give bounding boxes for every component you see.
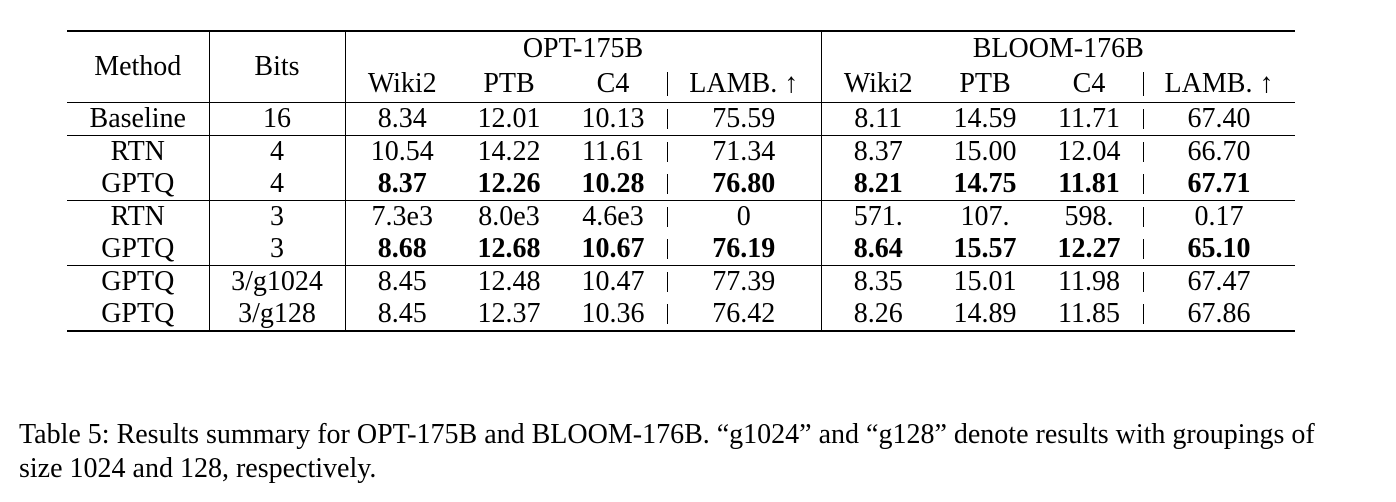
value-cell: 12.01 [459,102,559,136]
value-cell: 11.81 [1058,168,1120,199]
results-table: Method Bits OPT-175B BLOOM-176B Wiki2 PT… [67,30,1295,332]
value-cell: 8.21 [820,168,935,201]
value-cell: 4.6e3 [559,200,667,233]
value-cell: 67.86 [1143,298,1295,332]
value-cell: 15.57 [953,233,1017,264]
header-col: PTB [959,68,1011,99]
header-col: C4 [1072,68,1106,99]
value-cell: 8.35 [820,265,935,298]
value-cell: 77.39 [667,265,821,298]
value-cell: 7.3e3 [344,200,459,233]
value-cell: 14.22 [459,135,559,168]
value-cell: 76.19 [667,233,821,266]
value-cell: 76.42 [667,298,821,332]
value-cell: 0.17 [1143,200,1295,233]
value-cell: 12.27 [1057,233,1121,264]
table-row: GPTQ 3/g1024 8.45 12.48 10.47 77.39 8.35 15.01 1… [67,265,1295,298]
value-cell: 10.36 [559,298,667,332]
header-col: LAMB. ↑ [1143,66,1295,103]
value-cell: 14.89 [935,298,1035,332]
value-cell: 0 [667,200,821,233]
header-col: Wiki2 [820,66,935,103]
header-group-bloom: BLOOM-176B [820,30,1295,66]
method-cell: GPTQ [67,265,209,298]
value-cell: 10.13 [559,102,667,136]
bits-cell: 3 [208,200,345,233]
header-col: PTB [483,68,535,99]
table-caption: Table 5: Results summary for OPT-175B an… [19,419,1315,484]
header-bits: Bits [208,30,345,103]
value-cell: 571. [820,200,935,233]
value-cell: 10.67 [581,233,645,264]
bits-cell: 3 [208,233,345,266]
bits-cell: 3/g1024 [208,265,345,298]
value-cell: 8.37 [344,168,459,201]
value-cell: 71.34 [667,135,821,168]
value-cell: 11.85 [1035,298,1143,332]
value-cell: 11.61 [559,135,667,168]
value-cell: 12.26 [477,168,541,199]
header-col: C4 [596,68,630,99]
value-cell: 15.00 [935,135,1035,168]
table-row: GPTQ 3 8.68 12.68 10.67 76.19 8.64 15.57 12.27 65… [67,233,1295,266]
table-row: GPTQ 3/g128 8.45 12.37 10.36 76.42 8.26 14.89 11… [67,298,1295,332]
header-group-opt: OPT-175B [344,30,821,66]
value-cell: 8.11 [820,102,935,136]
method-cell: Baseline [67,102,209,136]
value-cell: 598. [1035,200,1143,233]
value-cell: 8.68 [344,233,459,266]
value-cell: 8.45 [344,298,459,332]
value-cell: 12.68 [477,233,541,264]
value-cell: 11.98 [1035,265,1143,298]
table-row: GPTQ 4 8.37 12.26 10.28 76.80 8.21 14.75 11.81 67… [67,168,1295,201]
bits-cell: 4 [208,135,345,168]
value-cell: 8.34 [344,102,459,136]
header-col: LAMB. ↑ [667,66,821,103]
method-cell: GPTQ [101,168,175,199]
results-body: Baseline 16 8.34 12.01 10.13 75.59 8.11 14.59 11… [67,102,1295,332]
header-col: Wiki2 [344,66,459,103]
table-row: RTN 4 10.54 14.22 11.61 71.34 8.37 15.00 12.04 66… [67,135,1295,168]
value-cell: 67.71 [1143,168,1295,201]
bits-cell: 3/g128 [208,298,345,332]
value-cell: 11.71 [1035,102,1143,136]
value-cell: 12.04 [1035,135,1143,168]
value-cell: 65.10 [1143,233,1295,266]
value-cell: 8.0e3 [459,200,559,233]
bits-cell: 16 [208,102,345,136]
value-cell: 14.59 [935,102,1035,136]
value-cell: 66.70 [1143,135,1295,168]
value-cell: 10.28 [581,168,645,199]
method-cell: GPTQ [67,298,209,332]
table-row: RTN 3 7.3e3 8.0e3 4.6e3 0 571. 107. 598. 0.17 [67,200,1295,233]
value-cell: 10.47 [559,265,667,298]
value-cell: 8.37 [820,135,935,168]
method-cell: GPTQ [101,233,175,264]
table-row: Baseline 16 8.34 12.01 10.13 75.59 8.11 14.59 11… [67,102,1295,136]
value-cell: 14.75 [953,168,1017,199]
value-cell: 8.45 [344,265,459,298]
value-cell: 10.54 [344,135,459,168]
method-cell: RTN [67,200,209,233]
method-cell: RTN [67,135,209,168]
value-cell: 76.80 [667,168,821,201]
value-cell: 107. [935,200,1035,233]
bits-cell: 4 [208,168,345,201]
value-cell: 8.64 [820,233,935,266]
value-cell: 12.37 [459,298,559,332]
header-method: Method [67,30,209,103]
value-cell: 75.59 [667,102,821,136]
value-cell: 67.40 [1143,102,1295,136]
value-cell: 8.26 [820,298,935,332]
value-cell: 12.48 [459,265,559,298]
value-cell: 67.47 [1143,265,1295,298]
value-cell: 15.01 [935,265,1035,298]
